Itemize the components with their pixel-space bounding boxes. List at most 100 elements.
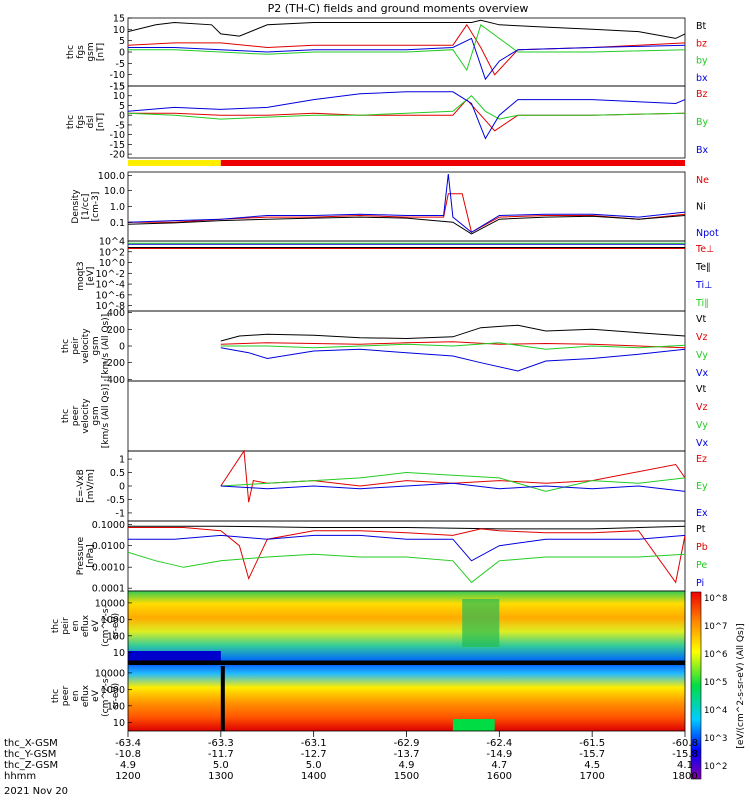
- peir-low-band: [128, 651, 221, 661]
- y-tick-label: 10000: [95, 598, 125, 609]
- legend-Vy: Vy: [696, 350, 708, 361]
- series-density-Ni: [128, 215, 685, 235]
- x-axis-value: -15.7: [579, 749, 605, 760]
- y-tick-label: 10^-4: [95, 280, 125, 291]
- peer-dark-band: [128, 661, 685, 665]
- y-tick-label: 10^-2: [95, 269, 125, 280]
- y-tick-label: 10.0: [104, 186, 125, 197]
- x-axis-value: -62.4: [486, 738, 512, 749]
- x-axis-row-label: thc_X-GSM: [4, 738, 58, 749]
- x-axis-value: -62.9: [394, 738, 420, 749]
- y-tick-label: 0.0100: [92, 541, 125, 552]
- y-axis-label-peir-velocity: thc: [61, 339, 71, 353]
- series-fgs-dsl-Bx: [128, 91, 685, 140]
- y-axis-label-peer-eflux: eflux: [81, 684, 91, 707]
- colorbar-tick-label: 10^8: [704, 594, 727, 604]
- x-axis-value: 4.9: [399, 760, 415, 771]
- y-tick-label: 200: [107, 325, 125, 336]
- y-axis-label-efield: E=-VxB: [76, 469, 86, 503]
- y-axis-label-efield: [mV/m]: [86, 469, 96, 503]
- y-axis-label-fgs: fgs: [76, 45, 86, 59]
- x-axis-row-label: thc_Y-GSM: [4, 749, 56, 760]
- y-axis-label-peer-eflux: thc: [51, 689, 61, 703]
- y-axis-label-peer-velocity: velocity: [81, 398, 91, 434]
- y-tick-label: 15: [113, 82, 125, 93]
- legend-Te∥: Te∥: [695, 262, 711, 273]
- y-axis-label-peer-eflux: eV: [91, 689, 101, 702]
- legend-Vz: Vz: [696, 402, 708, 413]
- series-density-Npot: [128, 174, 685, 233]
- series-peir-velocity-Vt: [220, 324, 685, 342]
- series-fgs-dsl-Bz: [128, 98, 685, 132]
- y-tick-label: -15: [109, 140, 125, 151]
- y-axis-label-peer-eflux: (cm^2-s-: [101, 675, 111, 717]
- x-axis-value: -12.7: [301, 749, 327, 760]
- series-efield-Ez: [220, 449, 685, 503]
- colorbar-tick-label: 10^2: [704, 762, 727, 772]
- series-fgs-by: [128, 23, 685, 72]
- legend-Vz: Vz: [696, 332, 708, 343]
- colorbar-ticks: 10^8 10^7 10^6 10^5 10^4 10^3 10^2: [704, 594, 727, 772]
- colorbar-tick-label: 10^6: [704, 650, 727, 660]
- y-axis-label-peir-eflux: sr-eV): [111, 613, 121, 639]
- peir-central-band: [462, 599, 500, 647]
- y-tick-label: -5: [116, 120, 125, 131]
- legend-by: by: [696, 56, 708, 67]
- y-axis-label-fgs-dsl: [nT]: [96, 113, 106, 131]
- legend-Ne: Ne: [696, 175, 709, 186]
- spectrogram-peer-eflux: [128, 661, 685, 731]
- x-axis-value: -60.8: [672, 738, 698, 749]
- x-axis-value: -61.5: [579, 738, 605, 749]
- colorbar-tick-label: 10^4: [704, 706, 727, 716]
- series-peir-velocity-Vz: [220, 341, 685, 349]
- series-fgs-Bt: [128, 19, 685, 39]
- y-tick-label: 15: [113, 14, 125, 25]
- y-tick-label: 400: [107, 308, 125, 319]
- y-tick-label: 0.5: [110, 468, 125, 479]
- mode-bar-yellow: [128, 160, 221, 166]
- series-fgs-bx: [128, 37, 685, 81]
- colorbar-tick-label: 10^5: [704, 678, 727, 688]
- panel-frame-pressure: [127, 520, 686, 592]
- y-tick-label: 5: [119, 101, 125, 112]
- legend-Pe: Pe: [696, 560, 707, 571]
- y-axis-label-fgs: gsm: [86, 42, 96, 61]
- y-tick-label: 10^0: [99, 258, 125, 269]
- x-axis-value: 1400: [301, 771, 326, 782]
- legend-Vx: Vx: [696, 438, 708, 449]
- series-fgs-dsl-By: [128, 95, 685, 120]
- y-axis-label-peir-velocity: peir: [71, 337, 81, 355]
- x-axis-footer: thc_X-GSM -63.4 -63.3 -63.1 -62.9 -62.4 -61.5-…: [4, 731, 698, 782]
- mode-bar-red: [220, 160, 686, 166]
- legend-bz: bz: [696, 38, 707, 49]
- x-axis-value: -63.4: [115, 738, 141, 749]
- y-tick-label: 10^4: [99, 237, 125, 248]
- y-axis-label-peir-eflux: en: [71, 620, 81, 631]
- series-pressure-Pi: [128, 534, 685, 562]
- y-tick-label: 10: [113, 25, 125, 36]
- series-layer: [128, 19, 685, 584]
- y-axis-label-peer-velocity: gsm: [91, 406, 101, 425]
- series-density-Ne: [128, 193, 685, 234]
- y-axis-label-peer-velocity: [km/s (All Qs)]: [101, 384, 111, 448]
- series-pressure-Pt: [128, 525, 685, 530]
- x-axis-value: 4.1: [677, 760, 693, 771]
- y-tick-label: 100.0: [98, 171, 125, 182]
- panel-frame-temperature: [127, 240, 686, 312]
- y-tick-label: 1: [119, 455, 125, 466]
- panel-frame-fgs-dsl: [127, 85, 686, 159]
- y-axis-label-density: Density: [71, 189, 81, 224]
- y-axis-label-fgs: thc: [66, 45, 76, 59]
- y-tick-label: 10000: [95, 668, 125, 679]
- y-axis-label-pressure: Pressure: [76, 536, 86, 575]
- y-tick-label: 0.1000: [92, 520, 125, 531]
- spectrogram-peir-eflux: [128, 591, 685, 661]
- x-axis-value: 1600: [487, 771, 512, 782]
- y-tick-label: 10^-8: [95, 301, 125, 312]
- y-tick-label: 1.0: [110, 202, 125, 213]
- legend-Pb: Pb: [696, 542, 708, 553]
- y-tick-label: 0: [119, 48, 125, 59]
- y-axis-label-pressure: [nPa]: [86, 544, 96, 567]
- peer-low-gap: [452, 719, 495, 731]
- x-axis-value: 1200: [115, 771, 140, 782]
